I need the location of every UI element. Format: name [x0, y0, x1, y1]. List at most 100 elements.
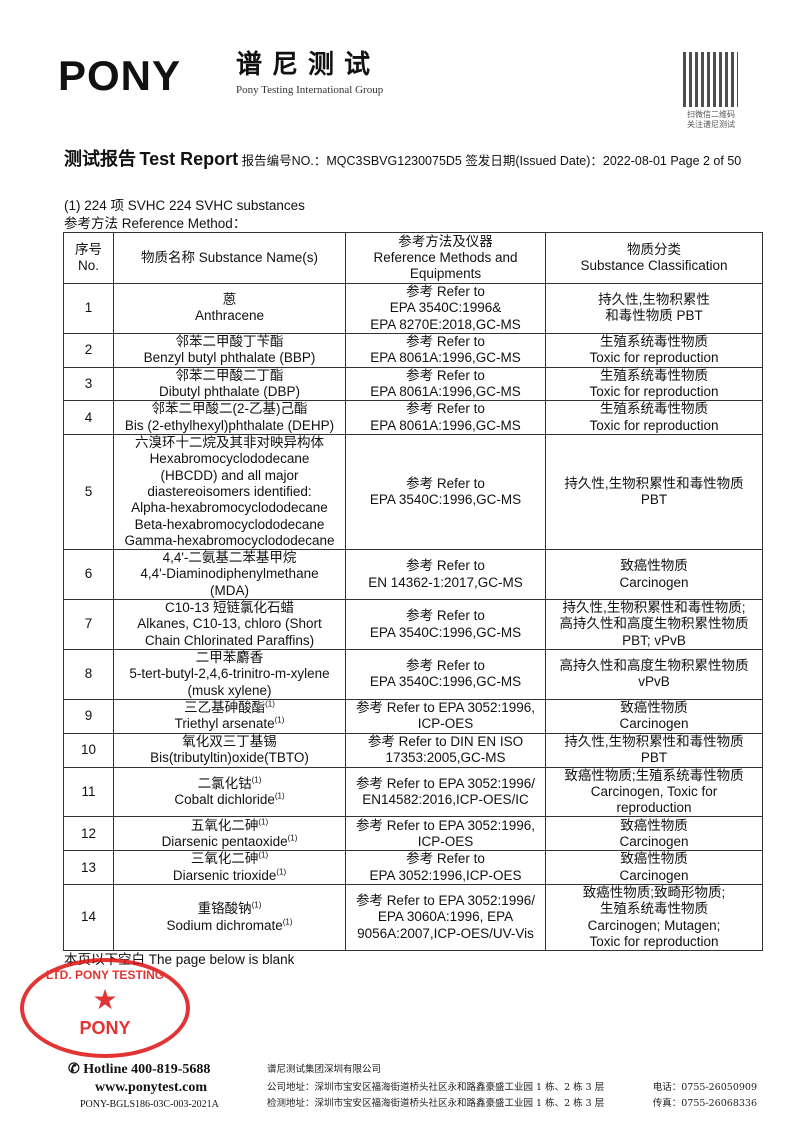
classification-cell: 致癌性物质;生殖系统毒性物质 Carcinogen, Toxic for repro… — [545, 766, 763, 818]
cell-text: 参考 Refer to — [406, 558, 485, 574]
table-row: 5 六溴环十二烷及其非对映异构体 Hexabromocyclododecane (HB… — [63, 434, 763, 551]
cell-line: EN 14362-1:2017,GC-MS — [348, 575, 543, 591]
cell-line: 参考 Refer to — [348, 334, 543, 350]
method-cell: 参考 Refer to EPA 3052:1996/EN14582:2016,I… — [345, 766, 546, 818]
cell-line: 参考 Refer to EPA 3052:1996/ — [348, 776, 543, 792]
cell-line: 生殖系统毒性物质 — [548, 401, 760, 417]
cell-text: ICP-OES — [417, 716, 474, 732]
cell-text: (MDA) — [210, 582, 249, 598]
cell-line: 5-tert-butyl-2,4,6-trinitro-m-xylene — [116, 666, 343, 682]
cell-text: 4,4'-Diaminodiphenylmethane — [140, 566, 319, 582]
method-cell: 参考 Refer to EPA 3540C:1996,GC-MS — [345, 434, 546, 551]
cell-text: 9056A:2007,ICP-OES/UV-Vis — [357, 925, 534, 941]
cell-text: 持久性,生物积累性 — [598, 292, 710, 308]
cell-text: Toxic for reproduction — [589, 417, 719, 433]
cell-text: EPA 3540C:1996,GC-MS — [369, 492, 522, 508]
cell-line: 持久性,生物积累性和毒性物质; — [548, 600, 760, 616]
cell-line: 参考 Refer to — [348, 368, 543, 384]
cell-text: 17353:2005,GC-MS — [385, 750, 506, 766]
substance-cell: 邻苯二甲酸丁苄酯 Benzyl butyl phthalate (BBP) — [113, 332, 346, 368]
classification-cell: 生殖系统毒性物质 Toxic for reproduction — [545, 366, 763, 402]
cell-line: Toxic for reproduction — [548, 350, 760, 366]
table-row: 1 蒽 Anthracene 参考 Refer to EPA 3540C:1996& EP… — [63, 283, 763, 334]
cell-text: Beta-hexabromocyclododecane — [134, 516, 325, 532]
row-number: 3 — [63, 366, 114, 402]
cell-text: 参考 Refer to — [406, 658, 485, 674]
cell-line: EPA 8061A:1996,GC-MS — [348, 418, 543, 434]
cell-line: Chain Chlorinated Paraffins) — [116, 633, 343, 649]
cell-line: reproduction — [548, 800, 760, 816]
footnote-marker: (1) — [274, 791, 285, 801]
cell-line: Cobalt dichloride(1) — [116, 792, 343, 808]
cell-line: Bis (2-ethylhexyl)phthalate (DEHP) — [116, 418, 343, 434]
method-cell: 参考 Refer to EPA 3540C:1996,GC-MS — [345, 649, 546, 700]
method-cell: 参考 Refer to EPA 3540C:1996& EPA 8270E:2018… — [345, 283, 546, 334]
classification-cell: 持久性,生物积累性和毒性物质; 高持久性和高度生物积累性物质 PBT; vPvB — [545, 599, 763, 651]
header-line: Equipments — [409, 266, 482, 282]
title-cn: 测试报告 — [64, 149, 136, 169]
cell-line: C10-13 短链氯化石蜡 — [116, 600, 343, 616]
cell-line: 参考 Refer to — [348, 558, 543, 574]
cell-line: Toxic for reproduction — [548, 934, 760, 950]
table-row: 12 五氧化二砷(1) Diarsenic pentaoxide(1) 参考 Refe… — [63, 816, 763, 852]
cell-line: Carcinogen, Toxic for — [548, 784, 760, 800]
cell-line: ICP-OES — [348, 716, 543, 732]
method-cell: 参考 Refer to EPA 3052:1996/EPA 3060A:1996… — [345, 884, 546, 952]
cell-line: diastereoisomers identified: — [116, 484, 343, 500]
cell-line: 五氧化二砷(1) — [116, 818, 343, 834]
pony-logo: PONY — [58, 52, 182, 99]
report-no: MQC3SBVG1230075D5 — [326, 154, 462, 168]
cell-text: EN 14362-1:2017,GC-MS — [368, 574, 523, 590]
date-label: 签发日期(Issued Date)： — [465, 154, 603, 168]
website: www.ponytest.com — [95, 1080, 207, 1095]
issued-date: 2022-08-01 — [602, 154, 667, 168]
cell-text: 生殖系统毒性物质 — [600, 334, 708, 350]
substance-cell: 六溴环十二烷及其非对映异构体 Hexabromocyclododecane (HBC… — [113, 434, 346, 551]
table-row: 4 邻苯二甲酸二(2-乙基)己酯 Bis (2-ethylhexyl)phthala… — [63, 400, 763, 436]
cell-text: 持久性,生物积累性和毒性物质 — [564, 475, 744, 491]
header-line: 物质分类 — [627, 241, 681, 257]
cell-text: Anthracene — [194, 308, 265, 324]
header-line: 参考方法及仪器 — [398, 233, 493, 249]
cell-line: 持久性,生物积累性和毒性物质 — [548, 476, 760, 492]
section-heading: (1) 224 项 SVHC 224 SVHC substances 参考方法 … — [64, 197, 305, 233]
footnote-marker: (1) — [258, 817, 269, 827]
header-line: 序号 — [75, 241, 102, 257]
report-header: 测试报告 Test Report 报告编号NO.：MQC3SBVG1230075… — [64, 145, 741, 171]
substance-cell: 重铬酸钠(1) Sodium dichromate(1) — [113, 884, 346, 952]
cell-line: Toxic for reproduction — [548, 384, 760, 400]
cell-line: 二氯化钴(1) — [116, 776, 343, 792]
cell-text: Chain Chlorinated Paraffins) — [144, 632, 315, 648]
cell-line: PBT — [548, 492, 760, 508]
substance-cell: 三氧化二砷(1) Diarsenic trioxide(1) — [113, 850, 346, 886]
seal-brand: PONY — [79, 1018, 131, 1038]
cell-text: 参考 Refer to EPA 3052:1996/ — [355, 893, 536, 909]
row-number: 14 — [63, 884, 114, 952]
substance-cell: 氧化双三丁基锡 Bis(tributyltin)oxide(TBTO) — [113, 732, 346, 768]
footnote-marker: (1) — [282, 917, 293, 927]
substance-cell: 4,4'-二氨基二苯基甲烷 4,4'-Diaminodiphenylmethane… — [113, 549, 346, 601]
cell-text: Carcinogen — [619, 716, 689, 732]
cell-line: 重铬酸钠(1) — [116, 901, 343, 917]
header-substance: 物质名称 Substance Name(s) — [113, 232, 346, 284]
cell-text: 邻苯二甲酸二丁酯 — [175, 367, 284, 383]
classification-cell: 致癌性物质 Carcinogen — [545, 850, 763, 886]
table-row: 6 4,4'-二氨基二苯基甲烷 4,4'-Diaminodiphenylmethan… — [63, 549, 763, 601]
cell-text: 生殖系统毒性物质 — [600, 367, 708, 383]
cell-line: (musk xylene) — [116, 683, 343, 699]
lab-address: 检测地址：深圳市宝安区福海街道桥头社区永和路鑫豪盛工业园 1 栋、2 栋 3 层 — [267, 1098, 605, 1109]
method-cell: 参考 Refer to EN 14362-1:2017,GC-MS — [345, 549, 546, 601]
row-number: 11 — [63, 766, 114, 818]
cell-text: EPA 3540C:1996,GC-MS — [369, 674, 522, 690]
cell-line: 9056A:2007,ICP-OES/UV-Vis — [348, 926, 543, 942]
phone-icon: ✆ — [68, 1062, 80, 1077]
cell-text: 参考 Refer to — [406, 475, 485, 491]
cell-text: Benzyl butyl phthalate (BBP) — [143, 350, 316, 366]
qr-caption: 扫微信二维码 关注谱尼测试 — [680, 110, 742, 130]
cell-text: Triethyl arsenate — [174, 716, 275, 732]
cell-text: (HBCDD) and all major — [160, 467, 299, 483]
footnote-marker: (1) — [251, 775, 262, 785]
cell-line: 4,4'-二氨基二苯基甲烷 — [116, 550, 343, 566]
classification-cell: 生殖系统毒性物质 Toxic for reproduction — [545, 400, 763, 436]
cell-line: 参考 Refer to EPA 3052:1996, — [348, 700, 543, 716]
